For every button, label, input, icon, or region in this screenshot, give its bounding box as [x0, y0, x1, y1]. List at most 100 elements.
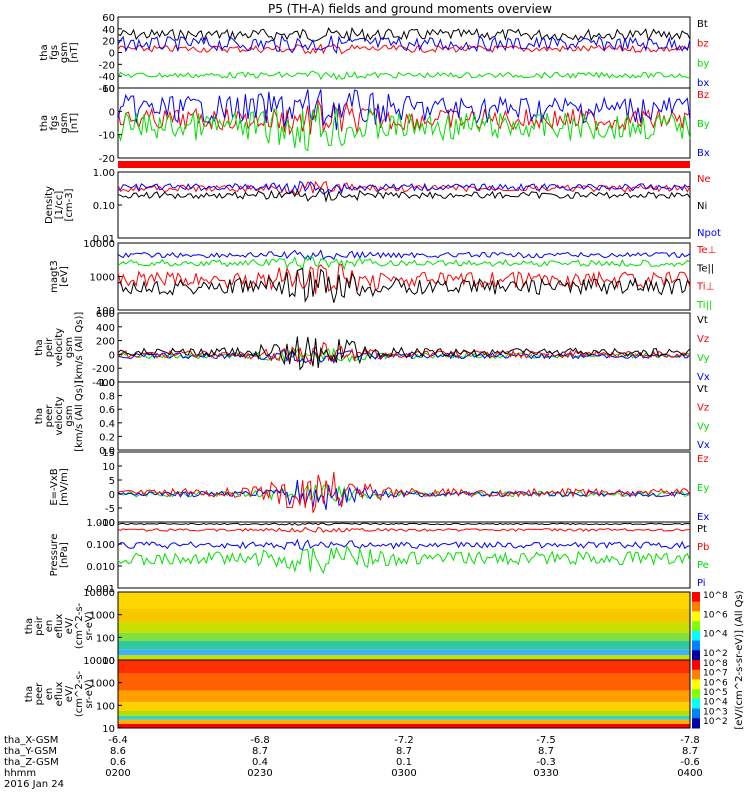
y-tick-label: -10: [99, 518, 115, 529]
y-axis-label: velocity: [54, 328, 65, 367]
panel-frame: [117, 312, 691, 383]
x-axis-table: tha_X-GSM -6.4 -6.8 -7.2 -7.5 -7.8 tha_Y-GSM 8.…: [4, 735, 703, 790]
spectrogram-band: [118, 673, 690, 691]
y-tick-label: 600: [96, 309, 115, 320]
x-row-label: tha_Y-GSM: [4, 746, 57, 757]
y-axis-label: en: [44, 688, 55, 701]
y-tick-label: -200: [92, 364, 115, 375]
colorbar: 10^810^610^410^210^810^710^610^510^410^3…: [692, 590, 745, 730]
y-axis-label: en: [44, 620, 55, 633]
series-line: [117, 483, 691, 502]
series-line: [117, 255, 691, 271]
x-tick-label: 0.1: [396, 757, 412, 768]
y-tick-label: 0.6: [99, 405, 115, 416]
y-tick-label: 100: [96, 701, 115, 712]
y-axis-label: fgs: [49, 115, 60, 130]
y-axis-label: gsm: [64, 405, 75, 426]
legend-entry: Vz: [697, 403, 709, 414]
legend-entry: Pb: [697, 542, 709, 553]
colorbar-segment: [692, 611, 700, 622]
x-tick-label: 8.6: [110, 746, 126, 757]
colorbar-tick-label: 10^3: [703, 707, 728, 717]
panel-frame: [117, 16, 691, 89]
y-axis-label: Pressure: [49, 534, 60, 577]
legend-entry: Ey: [697, 483, 709, 494]
y-tick-label: 200: [96, 337, 115, 348]
y-tick-label: -5: [105, 504, 115, 515]
series-line: [117, 249, 691, 261]
y-axis-label: velocity: [54, 396, 65, 435]
series-line: [117, 479, 691, 510]
panel-peer-vel: 1.0 0.8 0.6 0.4 0.2 0.0 tha peer velocity gsm [km/…: [34, 378, 710, 457]
y-axis-label: peer: [34, 682, 45, 706]
y-axis-label: eflux: [54, 682, 65, 707]
y-tick-label: 10000: [83, 239, 115, 250]
y-tick-label: 0.0: [99, 446, 115, 457]
y-tick-label: -40: [99, 72, 115, 83]
legend-entry: bz: [697, 39, 709, 50]
y-axis-label: gsm: [59, 42, 70, 63]
colorbar-tick-label: 10^2: [703, 649, 728, 659]
colorbar-label: [eV/(cm^2-s-sr-eV)] (All Qs): [734, 590, 745, 729]
x-tick-label: 8.7: [682, 746, 698, 757]
colorbar-segment: [692, 621, 700, 632]
colorbar-segment: [692, 689, 700, 700]
y-tick-label: 1.0: [99, 378, 115, 389]
y-tick-label: 400: [96, 323, 115, 334]
series-line: [117, 180, 691, 195]
legend-entry: Npot: [697, 228, 721, 239]
y-axis-label: sr-eV): [84, 679, 95, 708]
spectrogram-band: [118, 702, 690, 711]
spectrogram-band: [118, 592, 690, 609]
y-tick-label: 5: [109, 476, 115, 487]
y-tick-label: 10: [102, 84, 115, 95]
legend-entry: Bt: [697, 19, 708, 30]
y-axis-label: peer: [44, 404, 55, 428]
colorbar-tick-label: 10^6: [703, 610, 728, 620]
colorbar-segment: [692, 708, 700, 719]
x-tick-label: -6.8: [250, 735, 270, 746]
y-axis-label: tha: [34, 339, 45, 355]
colorbar-segment: [692, 660, 700, 671]
y-tick-label: 0.2: [99, 432, 115, 443]
y-axis-label: [km/s (All Qs)]: [74, 380, 85, 452]
panel-frame: [117, 87, 691, 159]
spectrogram-band: [118, 719, 690, 724]
x-tick-label: 8.7: [252, 746, 268, 757]
y-axis-label: (cm^2-s-: [74, 670, 85, 717]
spectrogram-band: [118, 640, 690, 650]
x-tick-label: 0.6: [110, 757, 126, 768]
spectrogram-band: [118, 660, 690, 674]
y-tick-label: 0: [109, 49, 115, 60]
spectrogram-band: [118, 649, 690, 656]
panel-peir-eflux: 10000 1000 100 10 tha peir en eflux eV/(cm^2-s-s…: [24, 588, 691, 667]
panel-density: 1.00 0.10 0.01 Density [1/cc] [cm-3] Ne Ni Npot: [44, 168, 721, 245]
y-tick-label: 0.4: [99, 419, 115, 430]
y-tick-label: 10: [102, 462, 115, 473]
legend-entry: bx: [697, 78, 709, 89]
spectrogram-band: [118, 690, 690, 703]
legend-entry: Ne: [697, 174, 711, 185]
y-tick-label: 60: [102, 13, 115, 24]
legend-entry: by: [697, 58, 709, 69]
y-axis-label: [nT]: [69, 42, 80, 62]
series-line: [117, 471, 691, 513]
x-row-label: tha_Z-GSM: [4, 757, 59, 768]
y-tick-label: 100: [96, 633, 115, 644]
y-tick-label: -20: [99, 60, 115, 71]
legend-entry: Ez: [697, 454, 709, 465]
panel-fgs-comp: 10 0 -10 -20 tha fgs gsm [nT] Bz By Bx: [39, 84, 710, 165]
colorbar-tick-label: 10^7: [703, 669, 728, 679]
y-tick-label: 0: [109, 107, 115, 118]
y-axis-label: tha: [24, 618, 35, 634]
y-tick-label: 10: [102, 656, 115, 667]
date-label: 2016 Jan 24: [4, 779, 64, 790]
y-axis-label: peir: [44, 337, 55, 357]
legend-entry: Vx: [697, 440, 710, 451]
x-row-label: hhmm: [4, 768, 36, 779]
y-axis-label: E=-VxB: [49, 468, 60, 505]
series-line: [117, 263, 691, 294]
x-tick-label: -7.5: [536, 735, 556, 746]
